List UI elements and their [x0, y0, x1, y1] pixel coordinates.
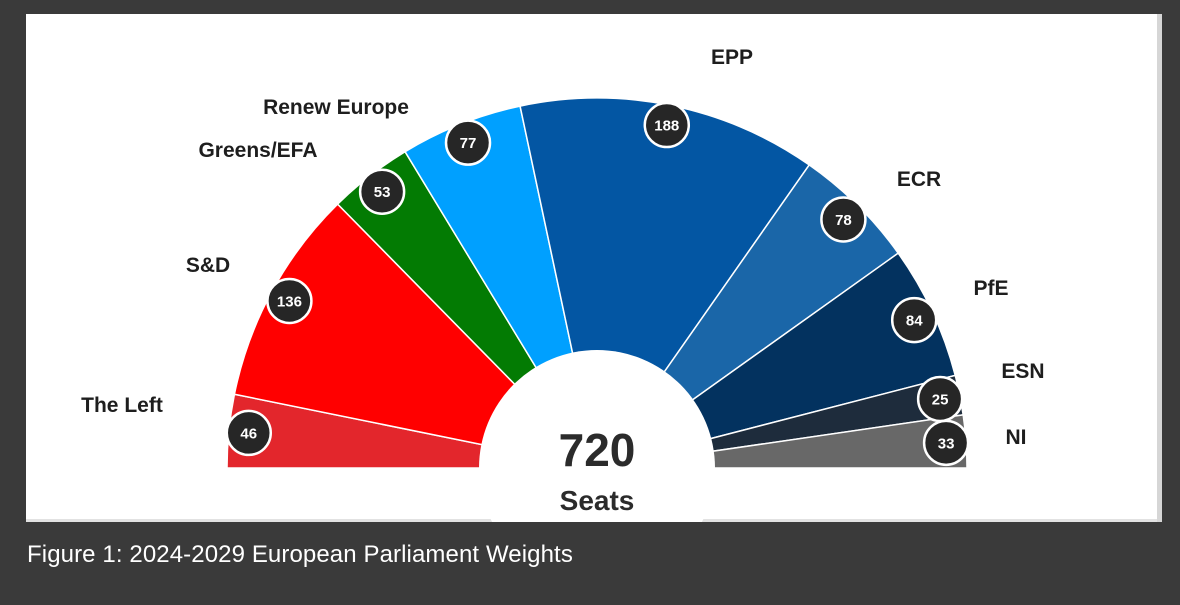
total-seats-value: 720	[559, 424, 636, 476]
parliament-hemicycle-chart: 720 Seats 46 136 53 77 188 78 84 25 33 The Left S&D G…	[81, 46, 1045, 522]
figure-caption: Figure 1: 2024-2029 European Parliament …	[27, 541, 573, 568]
party-labels: The Left S&D Greens/EFA Renew Europe EPP ECR P…	[81, 46, 1044, 449]
label-ni: NI	[1006, 426, 1027, 449]
badge-pfe: 84	[890, 296, 938, 344]
badge-the-left: 46	[225, 409, 273, 457]
chart-panel: 720 Seats 46 136 53 77 188 78 84 25 33 The Left S&D G…	[26, 14, 1162, 522]
label-s-d: S&D	[186, 254, 230, 277]
badge-value: 25	[932, 391, 949, 408]
badge-s-d: 136	[266, 277, 313, 325]
badge-circle	[820, 196, 867, 243]
badge-circle	[922, 419, 970, 467]
badge-value: 53	[374, 184, 391, 201]
badge-circle	[266, 277, 313, 325]
badge-circle	[890, 296, 938, 344]
seats-label: Seats	[560, 485, 635, 516]
badge-renew-europe: 77	[444, 119, 492, 166]
label-esn: ESN	[1001, 360, 1044, 383]
badge-value: 78	[835, 212, 852, 229]
badge-value: 136	[277, 293, 302, 310]
label-epp: EPP	[711, 46, 753, 69]
badge-value: 33	[938, 435, 955, 452]
seat-count-badges: 46 136 53 77 188 78 84 25 33	[225, 101, 970, 467]
badge-circle	[643, 101, 691, 149]
badge-esn: 25	[916, 375, 964, 423]
badge-circle	[225, 409, 273, 457]
label-ecr: ECR	[897, 168, 941, 191]
label-pfe: PfE	[973, 277, 1008, 300]
badge-ecr: 78	[820, 196, 867, 243]
badge-value: 46	[240, 425, 257, 442]
badge-ni: 33	[922, 419, 970, 467]
label-greens-efa: Greens/EFA	[198, 139, 317, 162]
label-the-left: The Left	[81, 394, 163, 417]
badge-value: 84	[906, 313, 923, 330]
badge-circle	[358, 168, 406, 215]
label-renew-europe: Renew Europe	[263, 96, 409, 119]
center-hole	[479, 350, 715, 522]
badge-epp: 188	[643, 101, 691, 149]
badge-value: 188	[654, 118, 679, 135]
badge-value: 77	[460, 135, 477, 152]
badge-circle	[444, 119, 492, 166]
badge-greens-efa: 53	[358, 168, 406, 215]
